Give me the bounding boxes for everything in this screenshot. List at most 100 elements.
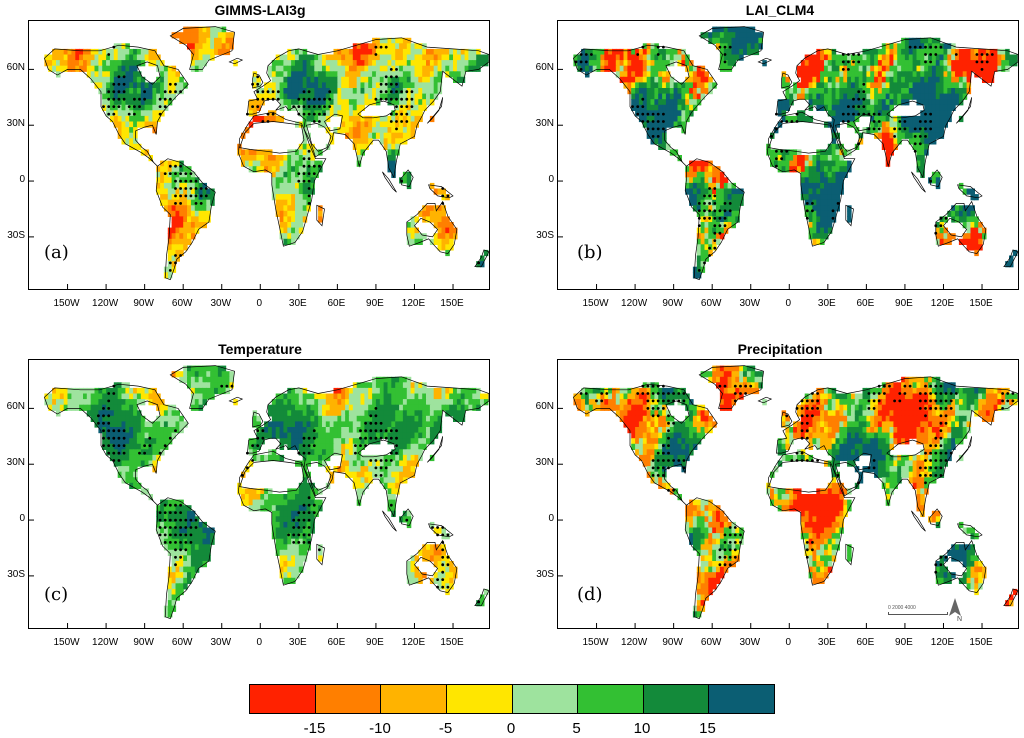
grid-cell [785, 166, 790, 173]
grid-cell [260, 149, 265, 156]
grid-cell [175, 205, 180, 212]
panel-title: GIMMS-LAI3g [214, 2, 306, 18]
grid-cell [352, 99, 358, 106]
grid-cell [480, 255, 485, 262]
grid-cell [449, 60, 454, 67]
stipple-dot [189, 187, 193, 190]
grid-cell [167, 544, 173, 551]
grid-cell [206, 382, 211, 389]
grid-cell [125, 387, 130, 395]
grid-cell [719, 205, 725, 212]
grid-cell [827, 48, 833, 56]
stipple-dot [318, 97, 321, 101]
grid-cell [418, 43, 423, 50]
grid-cell [198, 527, 204, 534]
grid-cell [225, 371, 231, 378]
grid-cell [631, 76, 636, 83]
grid-cell [144, 393, 150, 400]
grid-cell [704, 210, 709, 217]
grid-cell [160, 449, 165, 456]
grid-cell [295, 54, 300, 61]
grid-cell [700, 261, 706, 268]
grid-cell [356, 54, 362, 61]
grid-cell [148, 88, 153, 95]
grid-cell [352, 471, 358, 478]
grid-cell [345, 48, 350, 56]
grid-cell [889, 121, 894, 128]
grid-cell [136, 93, 142, 100]
grid-cell [456, 54, 462, 61]
grid-cell [970, 205, 975, 212]
grid-cell [283, 415, 288, 422]
grid-cell [175, 82, 180, 89]
grid-cell [824, 104, 829, 111]
grid-cell [800, 171, 806, 178]
grid-cell [797, 65, 802, 72]
grid-cell [677, 88, 682, 95]
grid-cell [928, 115, 933, 123]
grid-cell [662, 121, 667, 128]
grid-cell [325, 466, 331, 473]
grid-cell [704, 71, 709, 78]
grid-cell [402, 37, 408, 44]
grid-cell [279, 54, 285, 61]
grid-cell [395, 104, 400, 111]
grid-cell [770, 149, 775, 156]
grid-cell [746, 43, 752, 50]
grid-cell [298, 521, 304, 529]
grid-cell [113, 60, 119, 67]
grid-cell [958, 238, 964, 245]
grid-cell [608, 54, 613, 61]
grid-cell [615, 65, 621, 72]
grid-cell [885, 76, 891, 83]
grid-cell [221, 48, 227, 56]
grid-cell [970, 54, 975, 61]
grid-cell [109, 454, 115, 462]
grid-cell [379, 404, 385, 411]
grid-cell [352, 432, 358, 439]
grid-cell [360, 99, 365, 106]
grid-cell [167, 432, 173, 439]
grid-cell [375, 427, 381, 434]
grid-cell [291, 160, 296, 167]
grid-cell [406, 132, 412, 139]
stipple-dot [297, 172, 301, 176]
grid-cell [943, 54, 948, 61]
grid-cell [129, 138, 134, 145]
grid-cell [90, 415, 96, 422]
grid-cell [897, 132, 902, 139]
grid-cell [375, 115, 381, 123]
grid-cell [379, 54, 385, 61]
grid-cell [874, 88, 879, 95]
grid-cell [287, 54, 292, 61]
grid-cell [827, 166, 833, 173]
grid-cell [90, 54, 96, 61]
grid-cell [858, 60, 864, 67]
grid-cell [441, 188, 446, 195]
grid-cell [943, 227, 948, 234]
grid-cell [708, 227, 713, 234]
grid-cell [808, 199, 814, 206]
grid-cell [372, 466, 377, 473]
grid-cell [383, 65, 389, 72]
grid-cell [163, 404, 169, 411]
grid-cell [658, 76, 663, 83]
stipple-dot [107, 97, 111, 101]
grid-cell [468, 393, 473, 400]
grid-cell [113, 449, 119, 456]
grid-cell [106, 76, 111, 83]
grid-cell [712, 188, 717, 195]
stipple-dot [656, 112, 660, 116]
grid-cell [190, 527, 196, 534]
grid-cell [244, 160, 250, 167]
grid-cell [966, 76, 972, 83]
grid-cell [360, 43, 365, 50]
grid-cell [893, 65, 898, 72]
grid-cell [943, 99, 948, 106]
grid-cell [379, 376, 385, 383]
grid-cell [719, 227, 725, 234]
grid-cell [816, 88, 821, 95]
stipple-dot [713, 194, 717, 198]
grid-cell [827, 188, 833, 195]
grid-cell [1009, 54, 1014, 61]
